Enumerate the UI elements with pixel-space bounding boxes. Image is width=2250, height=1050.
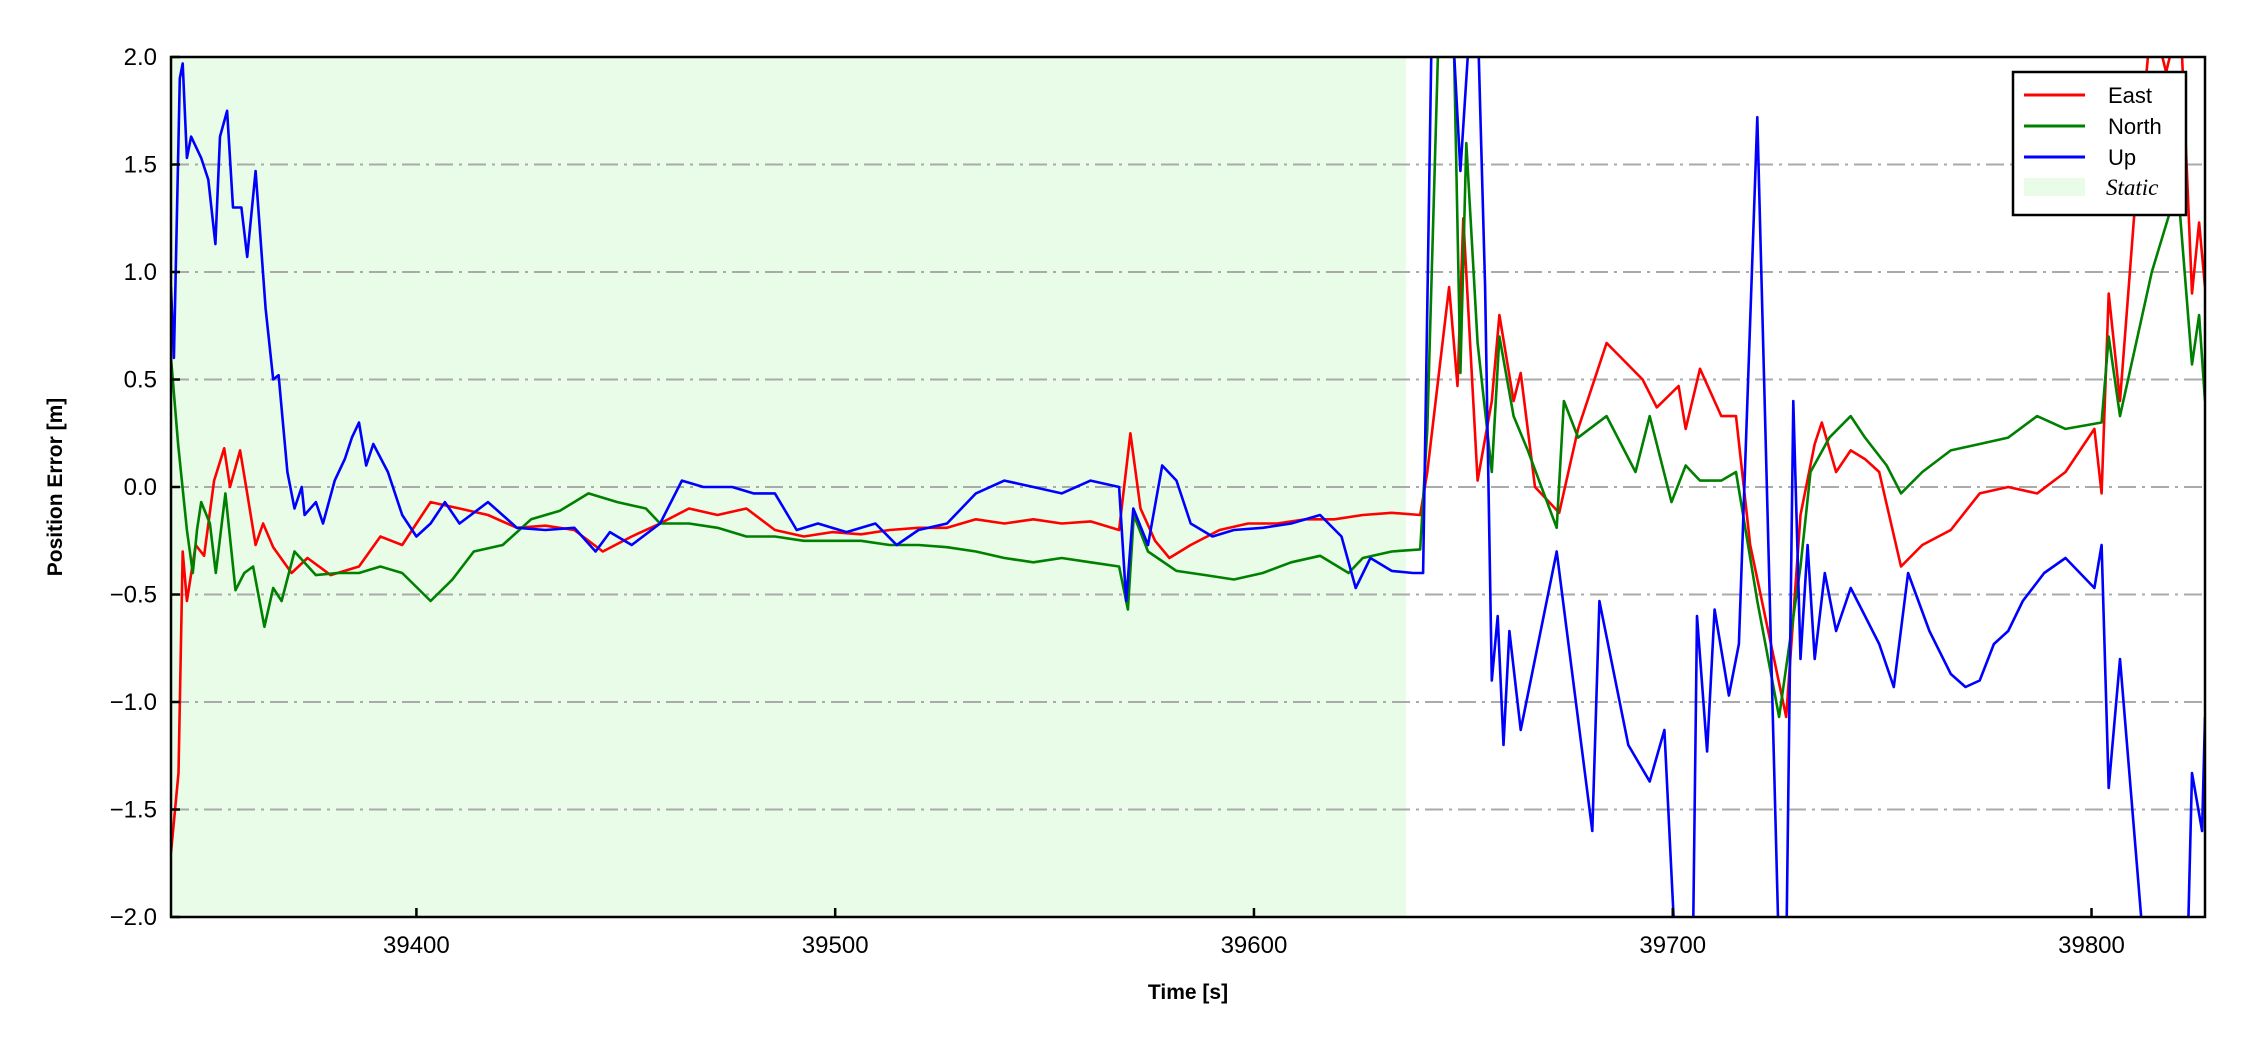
- legend-up-label: Up: [2108, 145, 2136, 170]
- series-line-up: [171, 57, 2205, 917]
- y-tick-label: −2.0: [110, 904, 157, 931]
- grid-layer: [171, 163, 2205, 811]
- series-layer: [171, 57, 2205, 917]
- y-tick-label: 2.0: [124, 44, 157, 71]
- legend-static-swatch: [2024, 178, 2085, 196]
- series-line-east: [171, 57, 2205, 853]
- series-line-north: [171, 57, 2205, 719]
- y-tick-label: 0.0: [124, 474, 157, 501]
- y-tick-label: 1.0: [124, 259, 157, 286]
- legend-east-label: East: [2108, 83, 2152, 108]
- x-tick-label: 39700: [1639, 932, 1706, 959]
- legend-static-label: Static: [2106, 175, 2158, 200]
- legend: East North Up Static: [2011, 70, 2188, 217]
- tick-layer: −2.0 −1.5 −1.0 −0.5 0.0 0.5 1.0 1.5 2.0 39400 3950…: [110, 44, 2125, 959]
- y-tick-label: −0.5: [110, 582, 157, 609]
- x-tick-label: 39800: [2058, 932, 2125, 959]
- legend-north-label: North: [2108, 114, 2162, 139]
- y-tick-label: −1.0: [110, 689, 157, 716]
- y-tick-label: 0.5: [124, 367, 157, 394]
- x-tick-label: 39600: [1221, 932, 1288, 959]
- x-tick-label: 39400: [383, 932, 450, 959]
- x-tick-label: 39500: [802, 932, 869, 959]
- y-axis-label: Position Error [m]: [44, 398, 67, 577]
- y-tick-label: 1.5: [124, 152, 157, 179]
- x-axis-label: Time [s]: [1148, 981, 1228, 1004]
- y-tick-label: −1.5: [110, 797, 157, 824]
